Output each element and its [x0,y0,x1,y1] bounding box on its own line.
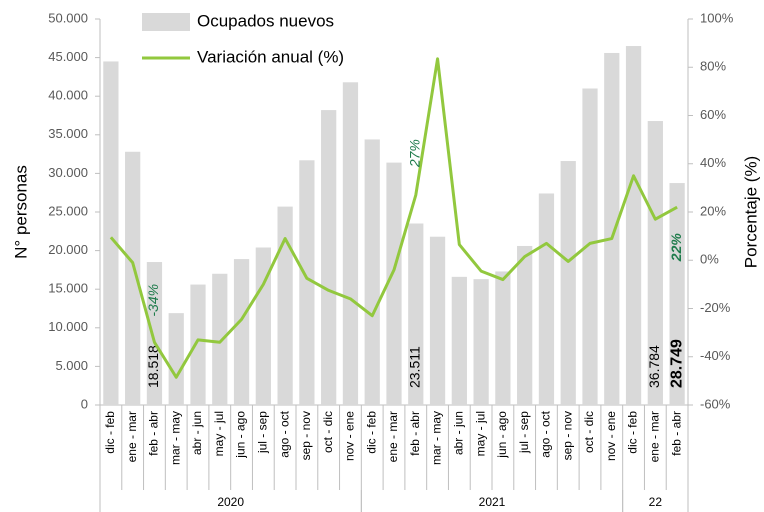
bar [408,223,424,405]
y2-tick-label: -20% [700,300,731,315]
x-tick-label: ene - mar [125,411,139,462]
x-tick-label: jun - ago [234,411,248,459]
bar [146,262,163,405]
x-tick-label: dic - feb [626,411,640,454]
y-tick-label: 20.000 [48,242,88,257]
bar [168,313,184,405]
bar [386,162,402,405]
bar [473,279,489,405]
y2-tick-label: -60% [700,396,731,411]
y2-axis-title: Porcentaje (%) [741,156,760,268]
x-tick-label: may - jul [212,411,226,456]
x-tick-label: feb - abr [408,411,422,456]
y-axis-title: N° personas [11,165,30,259]
x-tick-label: may - jul [473,411,487,456]
bar-value-label: 18.518 [145,345,161,388]
x-tick-label: ago - oct [539,410,553,457]
x-tick-label: jul - sep [256,411,270,454]
bar [495,271,511,405]
line-value-label: 22% [668,233,684,263]
x-tick-label: nov - ene [604,411,618,461]
bar [212,273,228,405]
y-tick-label: 30.000 [48,165,88,180]
y2-tick-label: 0% [700,252,719,267]
x-tick-label: dic - feb [364,411,378,454]
bar [277,206,293,405]
bar-value-label: 36.784 [646,345,662,388]
x-tick-label: nov - ene [343,411,357,461]
y2-tick-label: 40% [700,155,726,170]
y-tick-label: 50.000 [48,10,88,25]
x-tick-label: mar - may [168,411,182,465]
y-tick-label: 45.000 [48,49,88,64]
line-value-label: 27% [406,139,422,168]
y2-tick-label: 100% [700,10,734,25]
group-label: 2020 [217,495,244,509]
x-tick-label: abr - jun [190,411,204,455]
bar [625,46,642,406]
bar-value-label: 28.749 [668,339,685,388]
bar [451,276,467,405]
x-tick-label: ene - mar [386,411,400,462]
group-label: 2021 [479,495,506,509]
bar [517,245,533,405]
x-tick-label: sep - nov [299,411,313,460]
y-tick-label: 35.000 [48,126,88,141]
bar [560,161,576,405]
x-tick-label: ago - oct [277,410,291,457]
bar [538,193,555,405]
y2-tick-label: -40% [700,348,731,363]
bar [321,110,337,405]
bar [364,139,380,405]
x-tick-label: oct - dic [582,411,596,453]
bar [604,52,620,406]
legend-label: Variación anual (%) [197,47,344,66]
bar [299,160,315,405]
legend-label: Ocupados nuevos [197,11,334,30]
x-tick-label: feb - abr [147,411,161,456]
y2-tick-label: 60% [700,107,726,122]
bar [233,259,250,405]
bar [125,151,141,405]
y-tick-label: 25.000 [48,203,88,218]
x-tick-label: jul - sep [517,411,531,454]
bar [429,236,446,405]
y-tick-label: 5.000 [55,358,88,373]
x-tick-label: jun - ago [495,411,509,459]
line [109,57,678,379]
bar [647,121,663,405]
bar [669,183,685,405]
bar-value-label: 23.511 [406,346,422,388]
bar [342,82,359,405]
y-tick-label: 0 [81,396,88,411]
x-tick-label: abr - jun [452,411,466,455]
x-tick-label: ene - mar [648,411,662,462]
group-label: 22 [649,495,663,509]
bar [582,88,598,405]
y2-tick-label: 20% [700,203,726,218]
bar [103,61,119,406]
x-tick-label: feb - abr [669,411,683,456]
x-tick-label: mar - may [430,411,444,465]
y-tick-label: 15.000 [48,281,88,296]
x-tick-label: sep - nov [560,411,574,460]
legend-swatch [142,13,190,31]
x-tick-label: oct - dic [321,411,335,453]
y-tick-label: 40.000 [48,88,88,103]
bar [190,284,206,405]
y2-tick-label: 80% [700,59,726,74]
y-tick-label: 10.000 [48,319,88,334]
x-tick-label: dic - feb [103,411,117,454]
bar [255,247,271,405]
line-value-label: -34% [145,284,161,317]
